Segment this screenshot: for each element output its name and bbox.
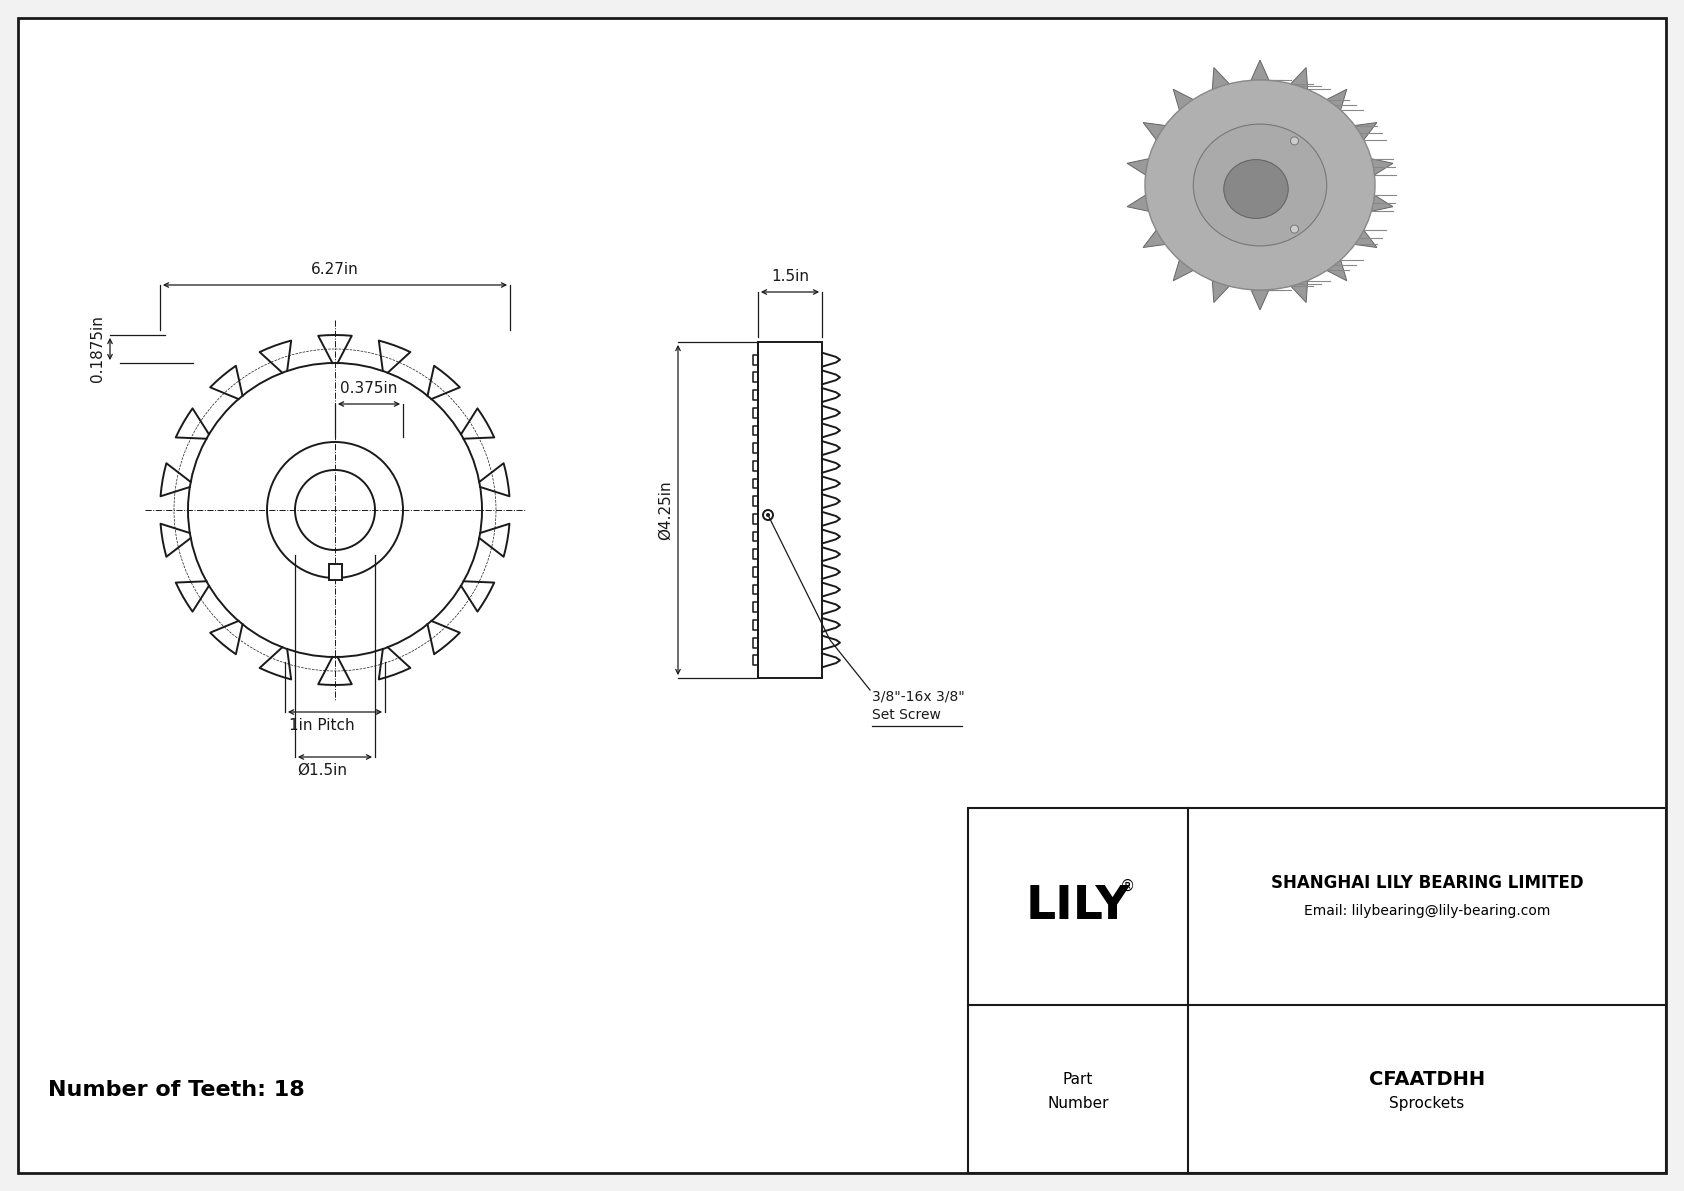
Ellipse shape bbox=[1194, 124, 1327, 245]
Text: 1.5in: 1.5in bbox=[771, 269, 808, 283]
Text: 6.27in: 6.27in bbox=[312, 262, 359, 278]
Polygon shape bbox=[1290, 281, 1308, 303]
Polygon shape bbox=[1354, 230, 1378, 248]
Polygon shape bbox=[1174, 260, 1194, 281]
Text: Ø4.25in: Ø4.25in bbox=[658, 480, 674, 540]
Text: Ø1.5in: Ø1.5in bbox=[296, 763, 347, 778]
Polygon shape bbox=[1143, 123, 1165, 139]
Text: LILY: LILY bbox=[1026, 884, 1130, 929]
Polygon shape bbox=[1212, 68, 1229, 89]
Polygon shape bbox=[1143, 230, 1165, 248]
Bar bbox=[968, 807, 1665, 1173]
Text: Number of Teeth: 18: Number of Teeth: 18 bbox=[49, 1080, 305, 1100]
Bar bbox=[328, 565, 342, 580]
Text: Part: Part bbox=[1063, 1072, 1093, 1086]
Polygon shape bbox=[1251, 60, 1270, 80]
Ellipse shape bbox=[1224, 160, 1288, 218]
Text: SHANGHAI LILY BEARING LIMITED: SHANGHAI LILY BEARING LIMITED bbox=[1271, 874, 1583, 892]
Text: Email: lilybearing@lily-bearing.com: Email: lilybearing@lily-bearing.com bbox=[1303, 904, 1551, 918]
Polygon shape bbox=[1290, 68, 1308, 89]
Text: CFAATDHH: CFAATDHH bbox=[1369, 1070, 1485, 1089]
Text: 0.1875in: 0.1875in bbox=[89, 316, 104, 382]
Polygon shape bbox=[1354, 123, 1378, 139]
Polygon shape bbox=[1371, 158, 1393, 175]
Text: Set Screw: Set Screw bbox=[872, 707, 941, 722]
Polygon shape bbox=[1327, 89, 1347, 110]
Text: ®: ® bbox=[1120, 879, 1135, 894]
Bar bbox=[758, 342, 822, 678]
Polygon shape bbox=[1371, 195, 1393, 211]
Polygon shape bbox=[1127, 195, 1148, 211]
Polygon shape bbox=[1251, 289, 1270, 310]
Circle shape bbox=[1290, 137, 1298, 145]
Text: Sprockets: Sprockets bbox=[1389, 1096, 1465, 1110]
Polygon shape bbox=[1212, 281, 1229, 303]
Polygon shape bbox=[1327, 260, 1347, 281]
Text: Number: Number bbox=[1047, 1096, 1108, 1110]
Polygon shape bbox=[1174, 89, 1194, 110]
Text: 1in Pitch: 1in Pitch bbox=[290, 718, 355, 732]
Circle shape bbox=[766, 513, 770, 517]
Polygon shape bbox=[1127, 158, 1148, 175]
Circle shape bbox=[1290, 225, 1298, 233]
Ellipse shape bbox=[1145, 80, 1376, 289]
Text: 0.375in: 0.375in bbox=[340, 381, 397, 395]
Text: 3/8"-16x 3/8": 3/8"-16x 3/8" bbox=[872, 690, 965, 704]
